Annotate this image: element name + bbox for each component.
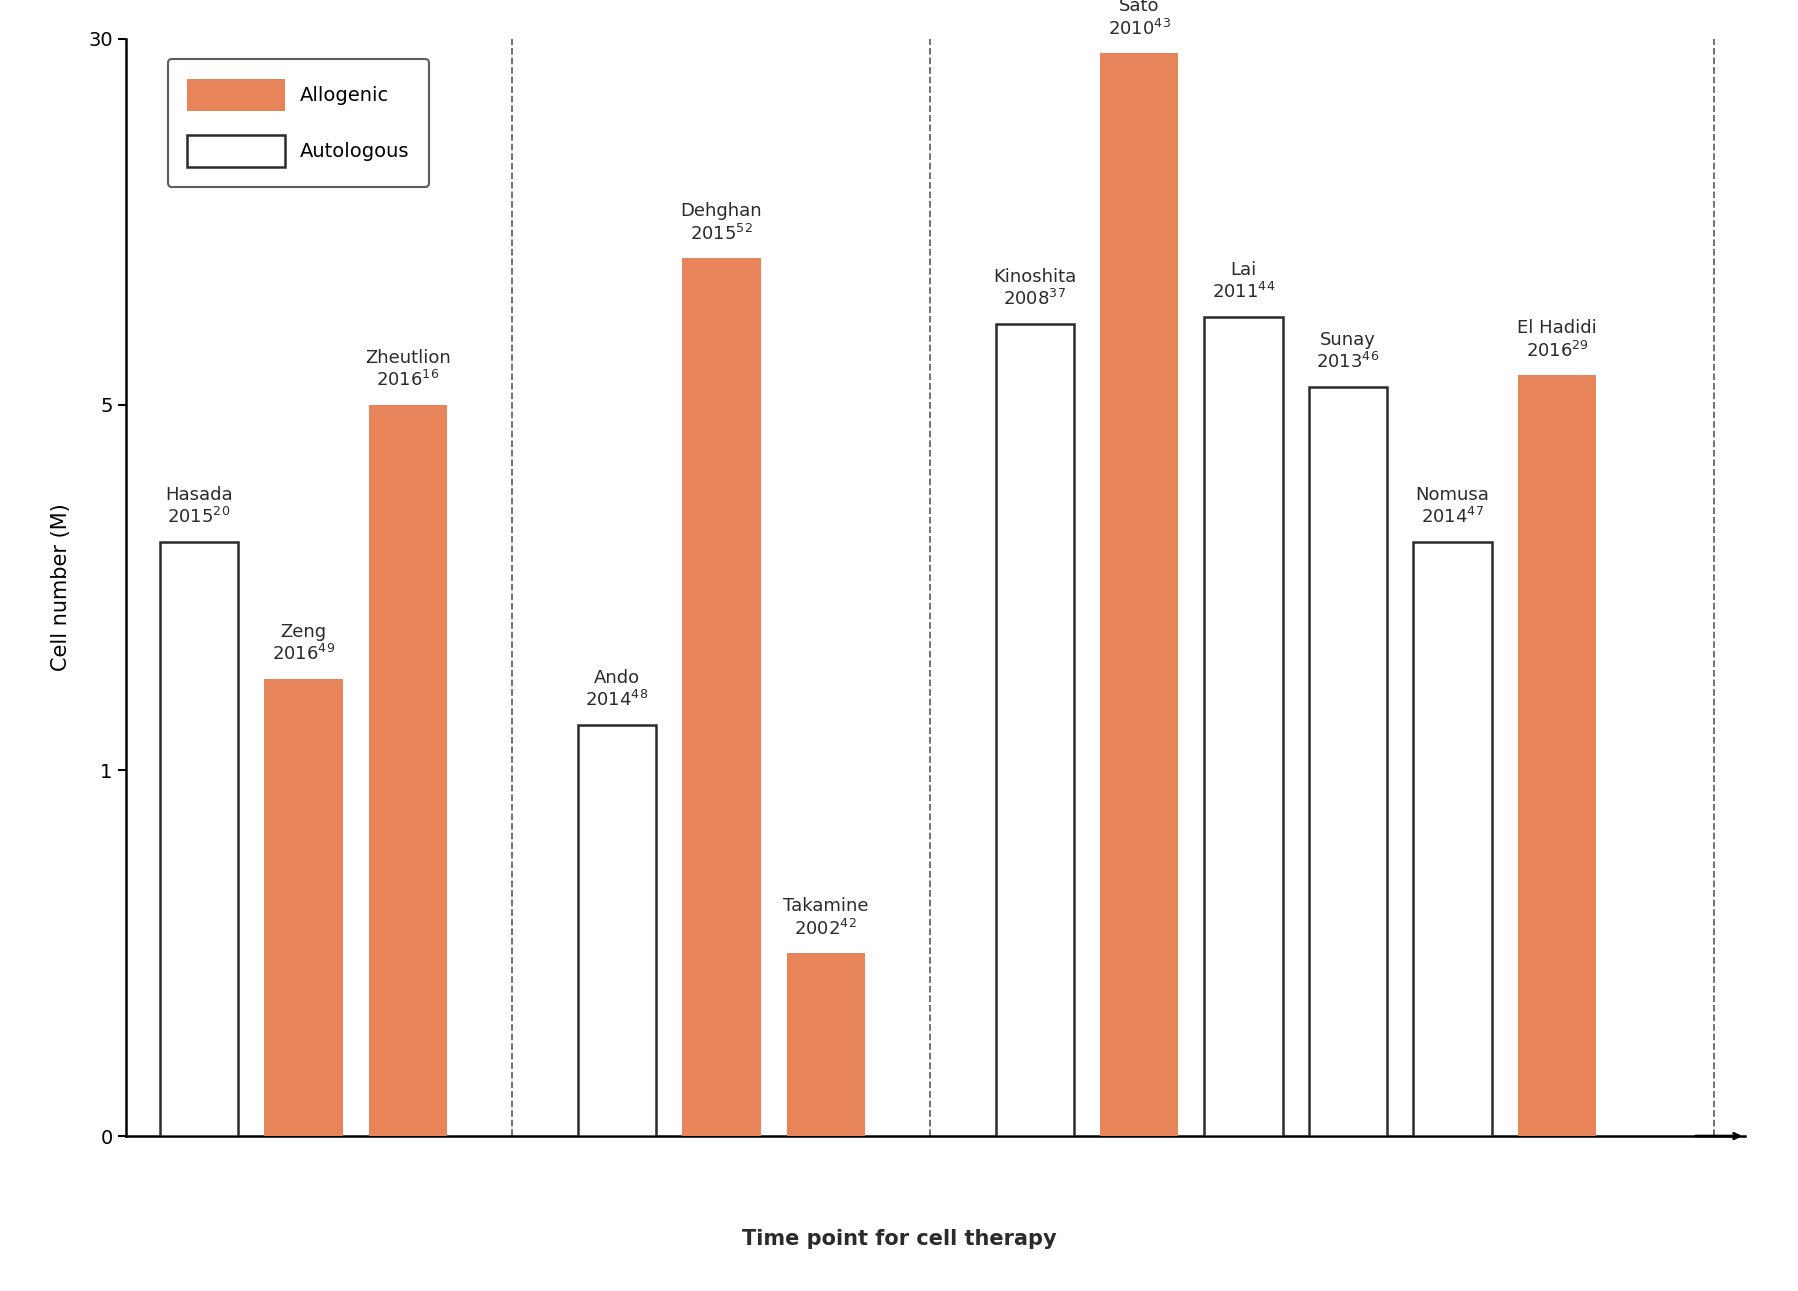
Legend: Allogenic, Autologous: Allogenic, Autologous [167, 59, 430, 187]
Bar [577, 724, 656, 1136]
Bar [681, 258, 761, 1136]
Text: Dehghan
2015$^{52}$: Dehghan 2015$^{52}$ [680, 203, 762, 244]
Text: Zheutlion
2016$^{16}$: Zheutlion 2016$^{16}$ [365, 349, 451, 390]
Bar [1413, 542, 1491, 1136]
Text: Hasada
2015$^{20}$: Hasada 2015$^{20}$ [165, 485, 232, 527]
Bar [1309, 387, 1386, 1136]
Text: Takamine
2002$^{42}$: Takamine 2002$^{42}$ [782, 897, 868, 939]
Text: Sunay
2013$^{46}$: Sunay 2013$^{46}$ [1316, 330, 1379, 372]
Bar [1205, 316, 1282, 1136]
Bar [160, 542, 237, 1136]
Text: Lai
2011$^{44}$: Lai 2011$^{44}$ [1212, 261, 1275, 302]
Text: Sato
2010$^{43}$: Sato 2010$^{43}$ [1108, 0, 1170, 39]
Text: Kinoshita
2008$^{37}$: Kinoshita 2008$^{37}$ [992, 269, 1075, 310]
Bar [369, 404, 448, 1136]
Bar [994, 324, 1073, 1136]
Bar [786, 953, 865, 1136]
Text: Zeng
2016$^{49}$: Zeng 2016$^{49}$ [271, 622, 334, 664]
Text: El Hadidi
2016$^{29}$: El Hadidi 2016$^{29}$ [1516, 319, 1597, 360]
Text: Ando
2014$^{48}$: Ando 2014$^{48}$ [584, 669, 647, 710]
Bar [1099, 53, 1178, 1136]
Text: Time point for cell therapy: Time point for cell therapy [743, 1229, 1055, 1250]
Y-axis label: Cell number (M): Cell number (M) [52, 503, 72, 671]
Text: Nomusa
2014$^{47}$: Nomusa 2014$^{47}$ [1415, 485, 1489, 527]
Bar [1518, 376, 1595, 1136]
Bar [264, 679, 342, 1136]
